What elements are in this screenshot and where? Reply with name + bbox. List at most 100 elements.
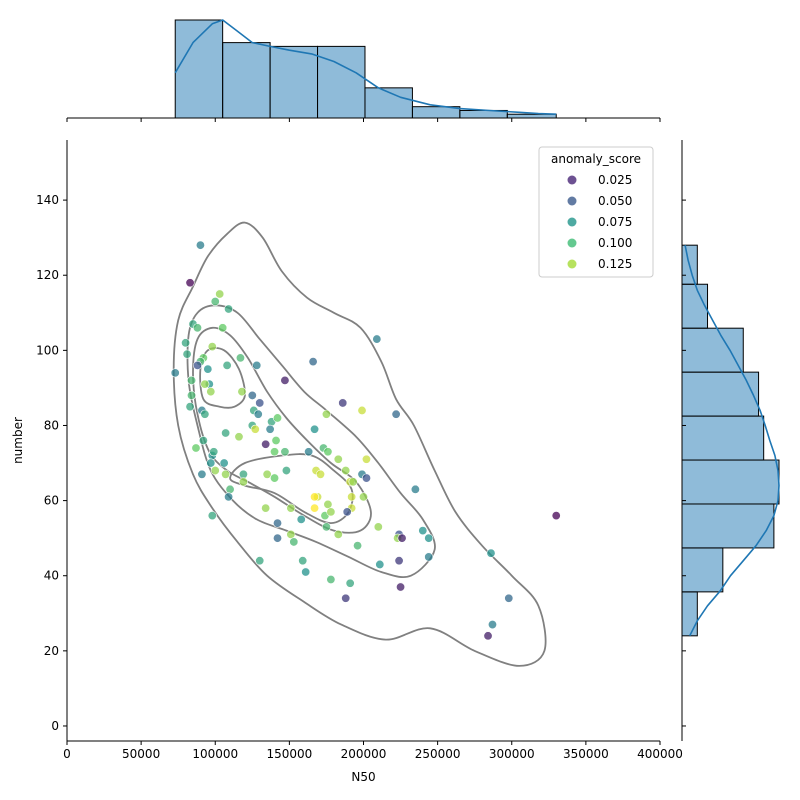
y-tick-label: 80 [44,418,59,432]
legend-title: anomaly_score [551,152,641,166]
y-tick-label: 100 [36,343,59,357]
scatter-point [270,473,280,483]
scatter-point [185,402,195,412]
scatter-point [486,548,496,558]
legend-label: 0.075 [598,215,632,229]
x-tick-label: 0 [63,747,71,761]
scatter-point [198,435,208,445]
right-histogram-bar [681,503,775,549]
right-histogram [681,140,780,741]
scatter-point [265,424,275,434]
legend-marker [567,259,577,269]
scatter-point [323,447,333,457]
scatter-point [238,469,248,479]
scatter-point [182,349,192,359]
scatter-point [273,533,283,543]
scatter-point [326,507,336,517]
scatter-point [255,398,265,408]
scatter-point [286,529,296,539]
legend-label: 0.025 [598,173,632,187]
scatter-point [424,552,434,562]
scatter-point [296,514,306,524]
scatter-point [375,559,385,569]
scatter-point [207,511,217,521]
scatter-point [281,466,291,476]
y-tick-label: 0 [51,719,59,733]
scatter-point [280,447,290,457]
scatter-point [316,469,326,479]
y-tick-label: 60 [44,494,59,508]
scatter-point [200,379,210,389]
scatter-point [310,503,320,513]
legend-marker [567,238,577,248]
main-axes: 0 50000 100000 150000 200000 250000 300000 3500… [11,118,686,784]
scatter-point [234,432,244,442]
scatter-point [280,375,290,385]
legend-label: 0.125 [598,257,632,271]
scatter-point [341,466,351,476]
scatter-point [289,537,299,547]
scatter-point [551,511,561,521]
scatter-point [210,297,220,307]
scatter-point [372,334,382,344]
legend-label: 0.100 [598,236,632,250]
scatter-point [348,477,358,487]
scatter-point [187,390,197,400]
right-histogram-bar [681,547,724,593]
scatter-point [341,593,351,603]
scatter-point [353,541,363,551]
scatter-point [192,323,202,333]
x-axis-title: N50 [351,770,375,784]
scatter-point [206,458,216,468]
scatter-point [391,409,401,419]
scatter-point [210,466,220,476]
top-histogram-bar [269,45,319,119]
scatter-point [483,631,493,641]
scatter-point [396,582,406,592]
legend-marker [567,217,577,227]
scatter-point [418,526,428,536]
right-histogram-bar [681,327,744,373]
scatter-point [338,398,348,408]
legend-marker [567,196,577,206]
scatter-point [224,304,234,314]
top-histogram-bar [174,19,224,119]
scatter-point [192,360,202,370]
scatter-point [170,368,180,378]
scatter-point [321,522,331,532]
scatter-point [224,492,234,502]
scatter-point [273,518,283,528]
scatter-point [410,484,420,494]
x-tick-label: 350000 [563,747,609,761]
scatter-point [298,556,308,566]
legend-box [538,146,654,278]
right-histogram-bar [681,415,765,461]
right-kde-line [684,245,780,637]
scatter-point [200,409,210,419]
scatter-point [347,492,357,502]
x-tick-label: 100000 [192,747,238,761]
scatter-point [397,533,407,543]
top-histogram-bar [506,113,557,119]
scatter-point [373,522,383,532]
right-histogram-bar [681,459,780,505]
y-tick-label: 140 [36,193,59,207]
scatter-point [342,507,352,517]
x-tick-label: 250000 [415,747,461,761]
scatter-point [221,469,231,479]
scatter-point [247,390,257,400]
scatter-point [225,484,235,494]
scatter-point [321,409,331,419]
y-tick-label: 20 [44,644,59,658]
scatter-point [361,454,371,464]
scatter-point [286,503,296,513]
scatter-point [253,409,263,419]
scatter-point [221,428,231,438]
scatter-point [333,529,343,539]
scatter-point [215,289,225,299]
scatter-point [357,405,367,415]
scatter-point [197,469,207,479]
scatter-point [487,620,497,630]
scatter-point [310,424,320,434]
